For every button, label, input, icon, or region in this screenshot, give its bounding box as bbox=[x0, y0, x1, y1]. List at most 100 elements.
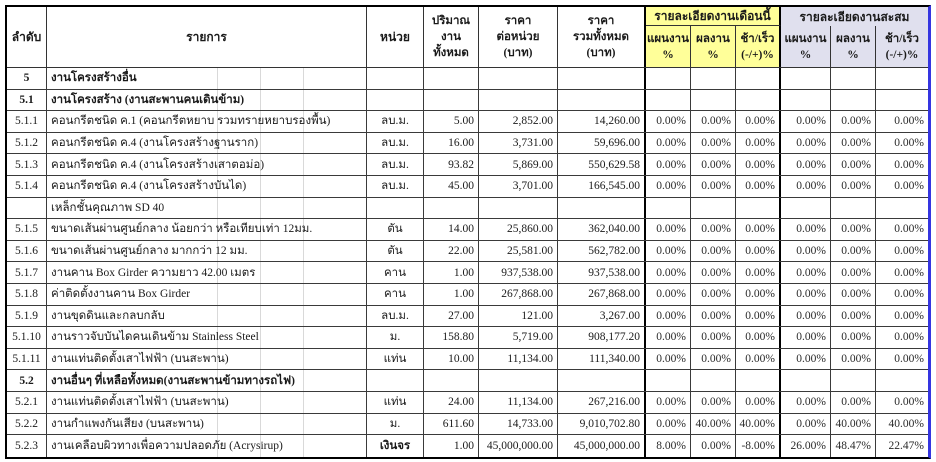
cell-month-diff: 0.00% bbox=[736, 240, 781, 262]
cell-cum-diff bbox=[876, 90, 928, 111]
cell-month-actual: 0.00% bbox=[691, 132, 736, 154]
cell-unit bbox=[367, 89, 424, 111]
cell-item: งานแท่นติดตั้งเสาไฟฟ้า (บนสะพาน) bbox=[47, 391, 367, 413]
cell-cum-diff: 0.00% bbox=[894, 115, 924, 128]
cell-no: 5.2.2 bbox=[7, 413, 47, 435]
cell-unit: ลบ.ม. bbox=[367, 305, 424, 327]
cell-month-plan bbox=[646, 68, 691, 89]
cell-month-diff: 40.00% bbox=[736, 413, 781, 435]
cell-unit-price: 11,134.00 bbox=[479, 391, 558, 413]
header-month-plan-line2: % bbox=[662, 48, 674, 61]
cell-month-diff: 0.00% bbox=[736, 327, 781, 348]
cell-month-actual: 0.00% bbox=[691, 327, 736, 348]
cell-unit-price: 267,868.00 bbox=[479, 283, 558, 305]
cell-quantity bbox=[424, 68, 479, 89]
table-row: 5.2.2 งานกำแพงกันเสียง (บนสะพาน) ม. 611.… bbox=[7, 413, 928, 436]
cell-item: งานอื่นๆ ที่เหลือทั้งหมด(งานสะพานข้ามทาง… bbox=[47, 370, 367, 391]
cell-unit-price: 45,000,000.00 bbox=[479, 435, 558, 457]
cell-unit-price bbox=[479, 68, 558, 89]
header-unit: หน่วย bbox=[367, 7, 424, 67]
cell-item: คอนกรีตชนิด ค.1 (คอนกรีตหยาบ รวมทรายหยาบ… bbox=[47, 111, 367, 132]
cell-month-actual: 0.00% bbox=[691, 391, 736, 413]
cell-cum-actual: 0.00% bbox=[831, 240, 876, 262]
cell-quantity bbox=[424, 89, 479, 111]
header-unit-price-line3: (บาท) bbox=[503, 47, 533, 59]
header-cum-plan: แผนงาน % bbox=[781, 26, 831, 67]
cell-cum-actual: 0.00% bbox=[831, 132, 876, 154]
cell-item: งานแท่นติดตั้งเสาไฟฟ้า (บนสะพาน) bbox=[47, 348, 367, 370]
cell-cum-plan: 0.00% bbox=[781, 132, 831, 154]
cell-month-actual: 0.00% bbox=[691, 283, 736, 305]
table-row: 5.2 งานอื่นๆ ที่เหลือทั้งหมด(งานสะพานข้า… bbox=[7, 370, 928, 392]
table-row: 5.1 งานโครงสร้าง (งานสะพานคนเดินข้าม) bbox=[7, 89, 928, 112]
cell-cum-diff: 0.00% bbox=[894, 266, 924, 279]
header-cum-diff: ช้า/เร็ว (-/+)% bbox=[876, 26, 928, 67]
header-month-plan-line1: แผนงาน bbox=[647, 32, 689, 45]
table-row: 5.1.10 งานราวจับบันไดคนเดินข้าม Stainles… bbox=[7, 327, 928, 349]
cell-month-plan: 8.00% bbox=[646, 435, 691, 457]
cell-item: ขนาดเส้นผ่านศูนย์กลาง มากกว่า 12 มม. bbox=[47, 240, 367, 262]
cell-no: 5.1.4 bbox=[7, 175, 47, 197]
cell-unit: เงินจร bbox=[367, 435, 424, 457]
cell-cum-diff: 0.00% bbox=[894, 288, 924, 301]
cell-no: 5.1.9 bbox=[7, 305, 47, 327]
table-row: 5.1.7 งานคาน Box Girder ความยาว 42.00 เม… bbox=[7, 262, 928, 284]
cell-item: งานคาน Box Girder ความยาว 42.00 เมตร bbox=[47, 262, 367, 283]
header-item-label: รายการ bbox=[186, 30, 227, 44]
cell-no: 5.1.11 bbox=[7, 348, 47, 370]
cell-cum-actual: 0.00% bbox=[831, 391, 876, 413]
cell-no bbox=[7, 197, 47, 219]
cell-total-price bbox=[558, 197, 646, 219]
cell-cum-actual: 0.00% bbox=[831, 219, 876, 240]
header-total-price: ราคา รวมทั้งหมด (บาท) bbox=[558, 7, 646, 67]
cell-cum-plan: 0.00% bbox=[781, 262, 831, 283]
cell-cum-plan bbox=[781, 68, 831, 89]
cell-cum-actual: 0.00% bbox=[831, 283, 876, 305]
cell-month-plan: 0.00% bbox=[646, 305, 691, 327]
header-quantity: ปริมาณ งาน ทั้งหมด bbox=[424, 7, 479, 67]
cell-total-price: 362,040.00 bbox=[558, 219, 646, 240]
header-quantity-line1: ปริมาณ bbox=[431, 15, 471, 27]
table-row: 5.1.11 งานแท่นติดตั้งเสาไฟฟ้า (บนสะพาน) … bbox=[7, 348, 928, 371]
cell-unit: แท่น bbox=[367, 348, 424, 370]
cell-month-diff: 0.00% bbox=[736, 154, 781, 175]
header-quantity-line3: ทั้งหมด bbox=[433, 47, 469, 59]
cell-no: 5.2.3 bbox=[7, 435, 47, 457]
cell-quantity: 10.00 bbox=[424, 348, 479, 370]
cell-no: 5.1.1 bbox=[7, 111, 47, 132]
cell-cum-plan bbox=[781, 197, 831, 219]
cell-cum-diff: 22.47% bbox=[888, 439, 924, 452]
header-cum-plan-line1: แผนงาน bbox=[784, 32, 827, 45]
cell-month-actual bbox=[691, 370, 736, 391]
header-group-cumulative-label: รายละเอียดงานสะสม bbox=[799, 9, 910, 24]
cell-unit-price bbox=[479, 197, 558, 219]
cell-unit bbox=[367, 68, 424, 89]
cell-item: คอนกรีตชนิด ค.4 (งานโครงสร้างฐานราก) bbox=[47, 132, 367, 154]
cell-month-plan: 0.00% bbox=[646, 348, 691, 370]
cell-unit: ตัน bbox=[367, 240, 424, 262]
cell-quantity bbox=[424, 197, 479, 219]
header-no-label: ลำดับ bbox=[11, 30, 42, 44]
cell-cum-actual: 0.00% bbox=[831, 154, 876, 175]
cell-quantity: 158.80 bbox=[424, 327, 479, 348]
cell-month-plan: 0.00% bbox=[646, 154, 691, 175]
cell-cum-diff: 0.00% bbox=[894, 180, 924, 193]
cell-total-price: 937,538.00 bbox=[558, 262, 646, 283]
cell-month-diff: 0.00% bbox=[736, 283, 781, 305]
cell-month-plan: 0.00% bbox=[646, 240, 691, 262]
cell-cum-plan: 26.00% bbox=[781, 435, 831, 457]
cell-item: คอนกรีตชนิด ค.4 (งานโครงสร้างเสาตอม่อ) bbox=[47, 154, 367, 175]
cell-no: 5.2 bbox=[7, 370, 47, 391]
cell-unit bbox=[367, 197, 424, 219]
cell-cum-plan: 0.00% bbox=[781, 111, 831, 132]
cell-unit: ม. bbox=[367, 413, 424, 435]
cell-cum-diff: 40.00% bbox=[888, 417, 924, 430]
cell-month-plan: 0.00% bbox=[646, 111, 691, 132]
header-cum-diff-line2: (-/+)% bbox=[885, 48, 919, 61]
cell-cum-actual: 0.00% bbox=[831, 111, 876, 132]
cell-month-diff bbox=[736, 370, 781, 391]
cell-cum-plan: 0.00% bbox=[781, 348, 831, 370]
cell-item: ขนาดเส้นผ่านศูนย์กลาง น้อยกว่า หรือเทียบ… bbox=[47, 219, 367, 240]
cell-unit-price bbox=[479, 370, 558, 391]
cell-month-plan: 0.00% bbox=[646, 413, 691, 435]
